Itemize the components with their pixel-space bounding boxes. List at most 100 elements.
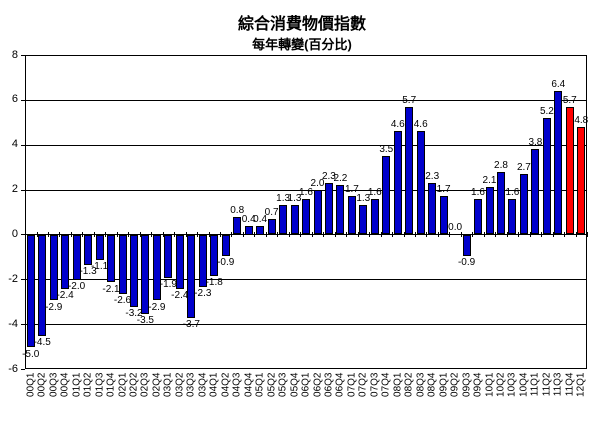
y-axis-label: 4 (11, 138, 18, 151)
x-axis-label: 11Q1 (529, 372, 541, 397)
bar-value-label: 0.4 (253, 213, 268, 225)
x-axis-tick (93, 232, 95, 238)
x-axis-label: 00Q4 (59, 372, 71, 397)
y-axis-tick (21, 55, 25, 56)
x-axis-tick (552, 232, 554, 238)
y-axis-tick (21, 144, 25, 146)
x-axis-tick (288, 232, 290, 238)
y-axis-label: 2 (11, 183, 18, 196)
bar-value-label: 2.3 (425, 170, 440, 182)
gridline (25, 99, 587, 101)
x-axis-label: 01Q2 (82, 372, 94, 397)
bar-value-label: 1.6 (505, 186, 520, 198)
bar-03Q3 (187, 235, 196, 319)
x-axis-tick (495, 232, 497, 238)
bar-value-label: -2.6 (113, 294, 132, 306)
bar-12Q1 (577, 126, 586, 235)
bar-05Q2 (267, 218, 276, 235)
bar-10Q3 (508, 198, 517, 235)
x-axis-tick (162, 232, 164, 238)
bar-value-label: 4.8 (574, 114, 589, 126)
bar-10Q4 (519, 173, 528, 235)
bar-value-label: 5.7 (402, 94, 417, 106)
x-axis-tick (506, 232, 508, 238)
bar-00Q3 (49, 235, 58, 301)
x-axis-label: 03Q2 (174, 372, 186, 397)
x-axis-label: 08Q3 (415, 372, 427, 397)
y-axis-label: 8 (11, 48, 18, 61)
bar-06Q2 (313, 189, 322, 235)
x-axis-label: 11Q2 (541, 372, 553, 397)
x-axis-tick (334, 232, 336, 238)
bar-value-label: -1.1 (90, 261, 109, 273)
bar-04Q3 (233, 216, 242, 235)
bar-value-label: 0.7 (264, 206, 279, 218)
bar-11Q3 (554, 90, 563, 235)
x-axis-label: 02Q1 (117, 372, 128, 397)
gridline (25, 279, 587, 281)
bar-value-label: 1.3 (287, 193, 302, 205)
bar-07Q4 (382, 155, 391, 235)
x-axis-tick (105, 232, 107, 238)
bar-value-label: -2.9 (148, 301, 166, 313)
x-axis-label: 06Q3 (323, 372, 335, 397)
bar-03Q2 (175, 235, 184, 290)
y-axis-tick (21, 189, 25, 191)
x-axis-tick (380, 232, 382, 238)
bar-06Q3 (324, 182, 333, 235)
bar-value-label: 4.6 (390, 119, 405, 131)
x-axis-tick (231, 232, 233, 238)
bar-09Q3 (462, 235, 471, 256)
x-axis-tick (529, 232, 531, 238)
x-axis-tick (59, 232, 61, 238)
x-axis-tick (151, 232, 153, 238)
x-axis-label: 04Q3 (231, 372, 243, 397)
x-axis-tick (265, 232, 267, 238)
x-axis-tick (472, 232, 474, 238)
bar-05Q1 (256, 225, 265, 235)
x-axis-label: 00Q1 (25, 372, 37, 397)
x-axis-label: 06Q2 (312, 372, 323, 397)
x-axis-tick (174, 232, 176, 238)
bar-value-label: 5.7 (562, 94, 577, 106)
bar-value-label: -2.1 (102, 283, 120, 295)
x-axis-label: 09Q1 (438, 372, 450, 397)
y-axis-label: -6 (8, 362, 18, 375)
bar-01Q2 (84, 235, 93, 265)
bar-value-label: -3.7 (182, 319, 200, 331)
bar-value-label: 1.3 (276, 193, 291, 205)
x-axis-label: 05Q3 (277, 372, 289, 397)
bar-value-label: -2.4 (171, 290, 189, 302)
y-axis-tick (21, 279, 25, 281)
y-axis-tick (21, 234, 25, 236)
bar-value-label: -2.0 (67, 281, 86, 293)
x-axis-tick (300, 232, 302, 238)
x-axis-label: 09Q3 (461, 372, 473, 397)
bar-value-label: 0.8 (230, 204, 245, 216)
x-axis-label: 04Q4 (243, 372, 255, 397)
bar-value-label: -1.3 (79, 265, 97, 277)
x-axis-label: 07Q4 (380, 372, 392, 397)
x-axis-tick (197, 232, 198, 238)
x-axis-label: 09Q4 (472, 372, 484, 397)
x-axis-label: 10Q4 (518, 372, 530, 397)
bar-value-label: -3.5 (136, 314, 154, 326)
bar-value-label: 3.5 (379, 143, 394, 155)
y-axis-tick (21, 369, 25, 370)
bar-01Q3 (95, 235, 104, 261)
x-axis-label: 04Q2 (220, 372, 232, 397)
bar-value-label: 0.4 (241, 213, 256, 225)
x-axis-label: 10Q1 (484, 372, 495, 397)
bar-00Q1 (26, 235, 35, 348)
bar-07Q3 (370, 198, 379, 235)
bar-value-label: 2.7 (516, 161, 531, 173)
x-axis-label: 07Q1 (346, 372, 358, 397)
x-axis-tick (82, 232, 84, 238)
x-axis-tick (426, 232, 428, 238)
x-axis-tick (357, 232, 359, 238)
bar-10Q2 (497, 171, 505, 235)
bar-value-label: -2.3 (194, 288, 212, 299)
x-axis-tick (116, 232, 118, 238)
bar-05Q3 (279, 205, 288, 235)
y-axis-tick (21, 99, 25, 101)
